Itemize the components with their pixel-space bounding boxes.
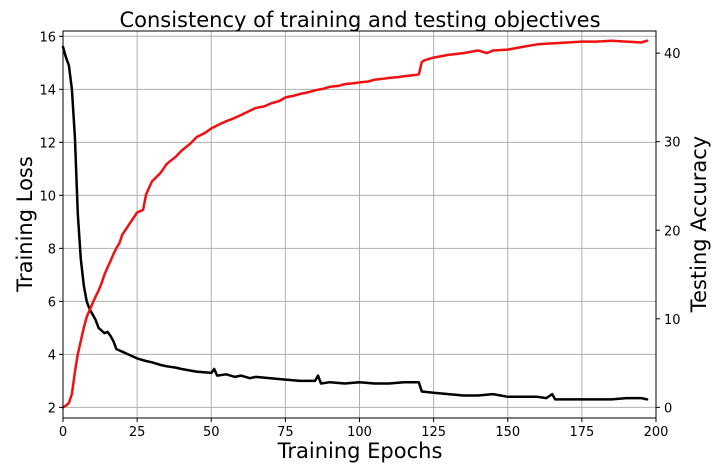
y-axis-left-title: Training Loss (13, 156, 37, 293)
y-left-tick-label: 6 (48, 295, 56, 310)
y-left-tick-label: 8 (48, 242, 56, 257)
y-right-tick-label: 20 (664, 224, 681, 239)
x-tick-label: 125 (421, 425, 446, 440)
y-left-tick-label: 10 (39, 189, 56, 204)
y-left-tick-label: 12 (39, 136, 56, 151)
x-tick-label: 0 (59, 425, 67, 440)
x-tick-label: 100 (347, 425, 372, 440)
x-tick-label: 50 (203, 425, 220, 440)
x-tick-label: 150 (495, 425, 520, 440)
y-right-tick-label: 30 (664, 136, 681, 151)
x-tick-label: 175 (569, 425, 594, 440)
y-left-tick-label: 16 (39, 30, 56, 45)
chart-title: Consistency of training and testing obje… (119, 8, 600, 32)
y-right-tick-label: 10 (664, 313, 681, 328)
y-axis-right-title: Testing Accuracy (687, 136, 711, 313)
y-left-tick-label: 2 (48, 401, 56, 416)
x-axis-title: Training Epochs (277, 439, 443, 463)
training-loss-line (61, 45, 649, 401)
y-right-tick-label: 0 (664, 401, 672, 416)
y-left-tick-label: 14 (39, 83, 56, 98)
x-tick-label: 25 (129, 425, 146, 440)
y-left-tick-label: 4 (48, 348, 56, 363)
testing-accuracy-line (61, 39, 649, 409)
y-right-tick-label: 40 (664, 47, 681, 62)
x-tick-label: 75 (277, 425, 294, 440)
series-layer (61, 39, 649, 409)
x-tick-label: 200 (644, 425, 669, 440)
ticks: 0 25 50 75 100 125 150 175 200 2 4 6 8 10 12 14 16 0 10 20 3… (39, 30, 680, 440)
